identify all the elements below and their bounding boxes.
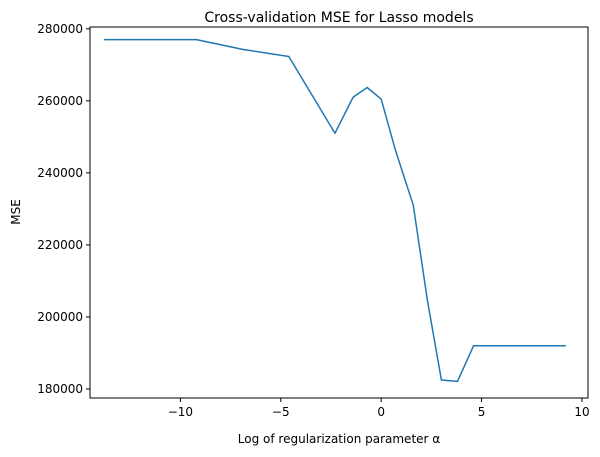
y-tick-label: 240000 [37, 166, 83, 180]
plot-frame [89, 26, 589, 399]
x-axis-label: Log of regularization parameter α [238, 432, 440, 446]
y-tick-label: 180000 [37, 382, 83, 396]
x-tick-label: 5 [478, 405, 486, 419]
x-tick-label: −10 [168, 405, 193, 419]
chart-title: Cross-validation MSE for Lasso models [204, 10, 473, 26]
y-tick-label: 200000 [37, 310, 83, 324]
y-axis-label: MSE [9, 199, 23, 225]
y-tick-label: 260000 [37, 94, 83, 108]
y-tick-label: 280000 [37, 22, 83, 36]
x-tick-label: −5 [272, 405, 290, 419]
x-tick-label: 10 [574, 405, 589, 419]
mse-series-line [104, 38, 566, 383]
y-tick-label: 220000 [37, 238, 83, 252]
x-tick-label: 0 [377, 405, 385, 419]
